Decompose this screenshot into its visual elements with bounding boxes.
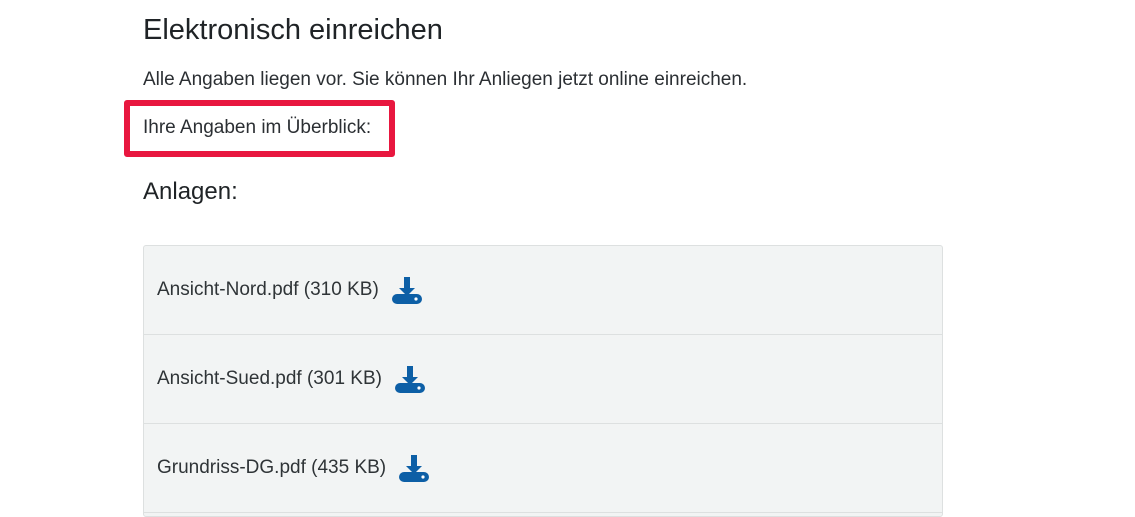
highlight-box — [124, 100, 395, 157]
page-title: Elektronisch einreichen — [143, 14, 443, 46]
attachment-label[interactable]: Grundriss-DG.pdf (435 KB) — [157, 457, 387, 478]
attachment-item: Ansicht-Sued.pdf (301 KB) — [144, 335, 942, 424]
attachment-item: Ansicht-Nord.pdf (310 KB) — [144, 246, 942, 335]
download-icon[interactable] — [394, 363, 426, 395]
attachments-heading: Anlagen: — [143, 178, 238, 205]
attachment-label[interactable]: Ansicht-Nord.pdf (310 KB) — [157, 279, 379, 300]
attachment-item: Grundriss-DG.pdf (435 KB) — [144, 424, 942, 513]
intro-text: Alle Angaben liegen vor. Sie können Ihr … — [143, 69, 748, 90]
overview-label: Ihre Angaben im Überblick: — [143, 117, 372, 138]
download-icon[interactable] — [391, 274, 423, 306]
attachment-label[interactable]: Ansicht-Sued.pdf (301 KB) — [157, 368, 382, 389]
download-icon[interactable] — [398, 452, 430, 484]
attachments-list: Ansicht-Nord.pdf (310 KB) Ansicht-Sued.p… — [143, 245, 943, 517]
